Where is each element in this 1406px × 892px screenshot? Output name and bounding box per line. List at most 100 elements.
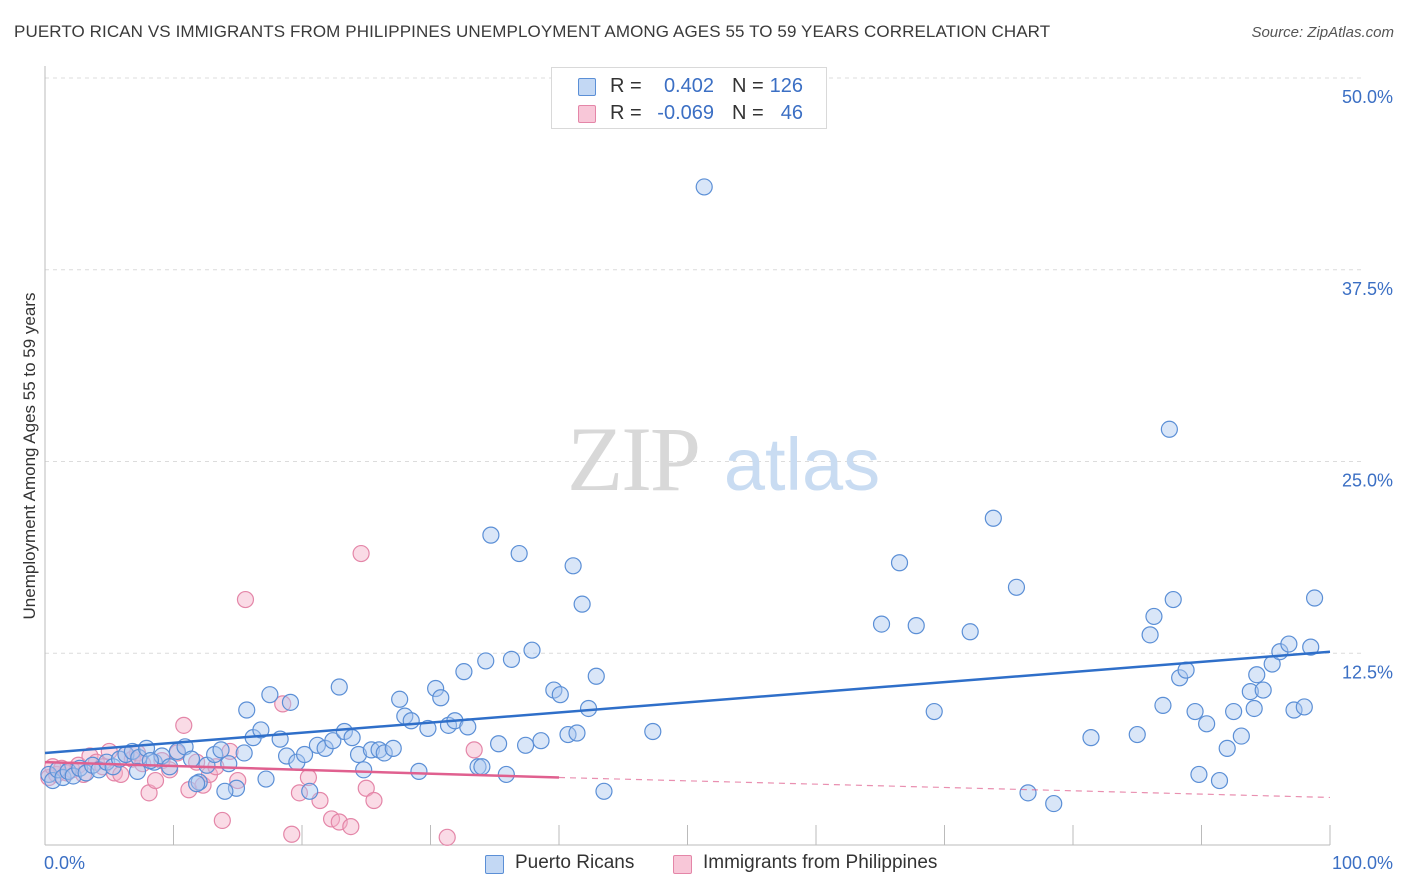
blue-data-point (1218, 739, 1236, 757)
blue-data-point (523, 641, 541, 659)
legend-label: Puerto Ricans (515, 852, 635, 873)
trend-line-philippines-extension (558, 776, 1331, 799)
blue-data-point (402, 712, 420, 730)
blue-data-point (330, 678, 348, 696)
y-axis-label: Unemployment Among Ages 55 to 59 years (20, 292, 39, 620)
blue-data-point (587, 667, 605, 685)
blue-data-point (1245, 699, 1263, 718)
blue-data-point (984, 509, 1002, 527)
pink-data-point (438, 828, 456, 846)
blue-data-point (573, 595, 591, 613)
r-value: -0.069 (657, 102, 714, 124)
blue-data-point (1007, 578, 1026, 596)
legend-label: Immigrants from Philippines (703, 852, 938, 873)
n-value: 46 (780, 102, 803, 124)
blue-data-point (349, 745, 368, 764)
x-tick-label: 0.0% (44, 853, 85, 873)
y-tick-labels: 12.5% 25.0% 37.5% 50.0% (1342, 87, 1393, 682)
y-tick-label: 25.0% (1342, 471, 1393, 491)
blue-data-point (1248, 666, 1266, 684)
blue-data-point (497, 765, 515, 784)
r-label: R = (610, 75, 642, 97)
legend-row-philippines: R = -0.069 N = 46 (552, 101, 826, 127)
blue-data-point (482, 526, 500, 544)
y-tick-label: 37.5% (1342, 279, 1393, 299)
y-tick-label: 12.5% (1342, 662, 1393, 682)
pink-data-point (283, 825, 301, 843)
blue-data-point (432, 689, 450, 707)
blue-data-point (1154, 696, 1172, 715)
r-value: 0.402 (663, 75, 714, 97)
blue-data-point (1045, 794, 1063, 813)
blue-data-point (568, 724, 586, 742)
pink-data-point (365, 791, 383, 810)
blue-data-point (281, 693, 300, 711)
blue-data-point (212, 741, 230, 759)
series-legend: Puerto Ricans Immigrants from Philippine… (0, 852, 1406, 878)
blue-data-point (510, 544, 528, 563)
blue-data-point (1164, 590, 1182, 609)
blue-data-point (220, 755, 238, 773)
blue-data-point (1280, 635, 1298, 653)
blue-data-point (490, 735, 508, 753)
pink-data-point (357, 779, 375, 797)
blue-data-point (261, 686, 279, 704)
blue-data-point (235, 744, 253, 762)
blue-data-point (1186, 702, 1204, 721)
r-label: R = (610, 102, 642, 124)
blue-data-point (1232, 727, 1250, 745)
blue-data-point (455, 663, 473, 681)
pink-swatch (673, 855, 692, 874)
blue-data-point (1210, 771, 1229, 790)
blue-data-point (1295, 698, 1313, 716)
pink-points (40, 544, 483, 846)
blue-data-point (907, 617, 925, 635)
watermark-atlas: atlas (724, 423, 880, 506)
blue-data-point (644, 722, 662, 741)
y-tick-label: 50.0% (1342, 87, 1393, 107)
trend-line-philippines (44, 760, 560, 779)
blue-data-point (277, 747, 296, 765)
blue-data-point (477, 652, 495, 670)
x-tick-label: 100.0% (1332, 853, 1393, 873)
blue-data-point (324, 732, 342, 750)
blue-data-point (188, 775, 206, 793)
n-label: N = (732, 102, 764, 124)
blue-data-point (1160, 420, 1178, 438)
watermark-zip: ZIP (567, 408, 699, 510)
blue-data-point (343, 729, 361, 747)
blue-data-point (551, 686, 569, 704)
source-text: Source: ZipAtlas.com (1251, 24, 1394, 41)
blue-data-point (410, 762, 428, 780)
pink-data-point (465, 741, 483, 759)
blue-data-point (1190, 765, 1208, 784)
blue-data-point (872, 615, 891, 633)
pink-data-point (175, 716, 193, 734)
blue-data-point (1285, 701, 1303, 719)
blue-data-point (355, 761, 373, 779)
chart-title: PUERTO RICAN VS IMMIGRANTS FROM PHILIPPI… (14, 22, 1051, 41)
blue-data-point (295, 745, 314, 764)
blue-data-point (564, 557, 582, 575)
blue-data-point (1302, 638, 1320, 656)
pink-data-point (146, 771, 165, 790)
pink-data-point (213, 811, 231, 830)
blue-data-point (890, 554, 909, 572)
blue-data-point (695, 178, 713, 196)
blue-data-point (532, 732, 550, 750)
pink-swatch (578, 105, 596, 123)
blue-data-point (961, 623, 979, 641)
blue-data-point (473, 758, 491, 776)
blue-data-point (391, 690, 409, 708)
trend-lines (44, 650, 1331, 799)
blue-data-point (216, 782, 234, 800)
pink-data-point (236, 590, 255, 609)
blue-data-point (1082, 729, 1100, 747)
blue-data-point (925, 702, 943, 721)
blue-data-point (384, 739, 402, 757)
legend-row-puerto-ricans: R = 0.402 N = 126 (552, 74, 826, 100)
blue-data-point (128, 762, 147, 780)
n-value: 126 (769, 75, 803, 97)
blue-points (40, 178, 1324, 813)
